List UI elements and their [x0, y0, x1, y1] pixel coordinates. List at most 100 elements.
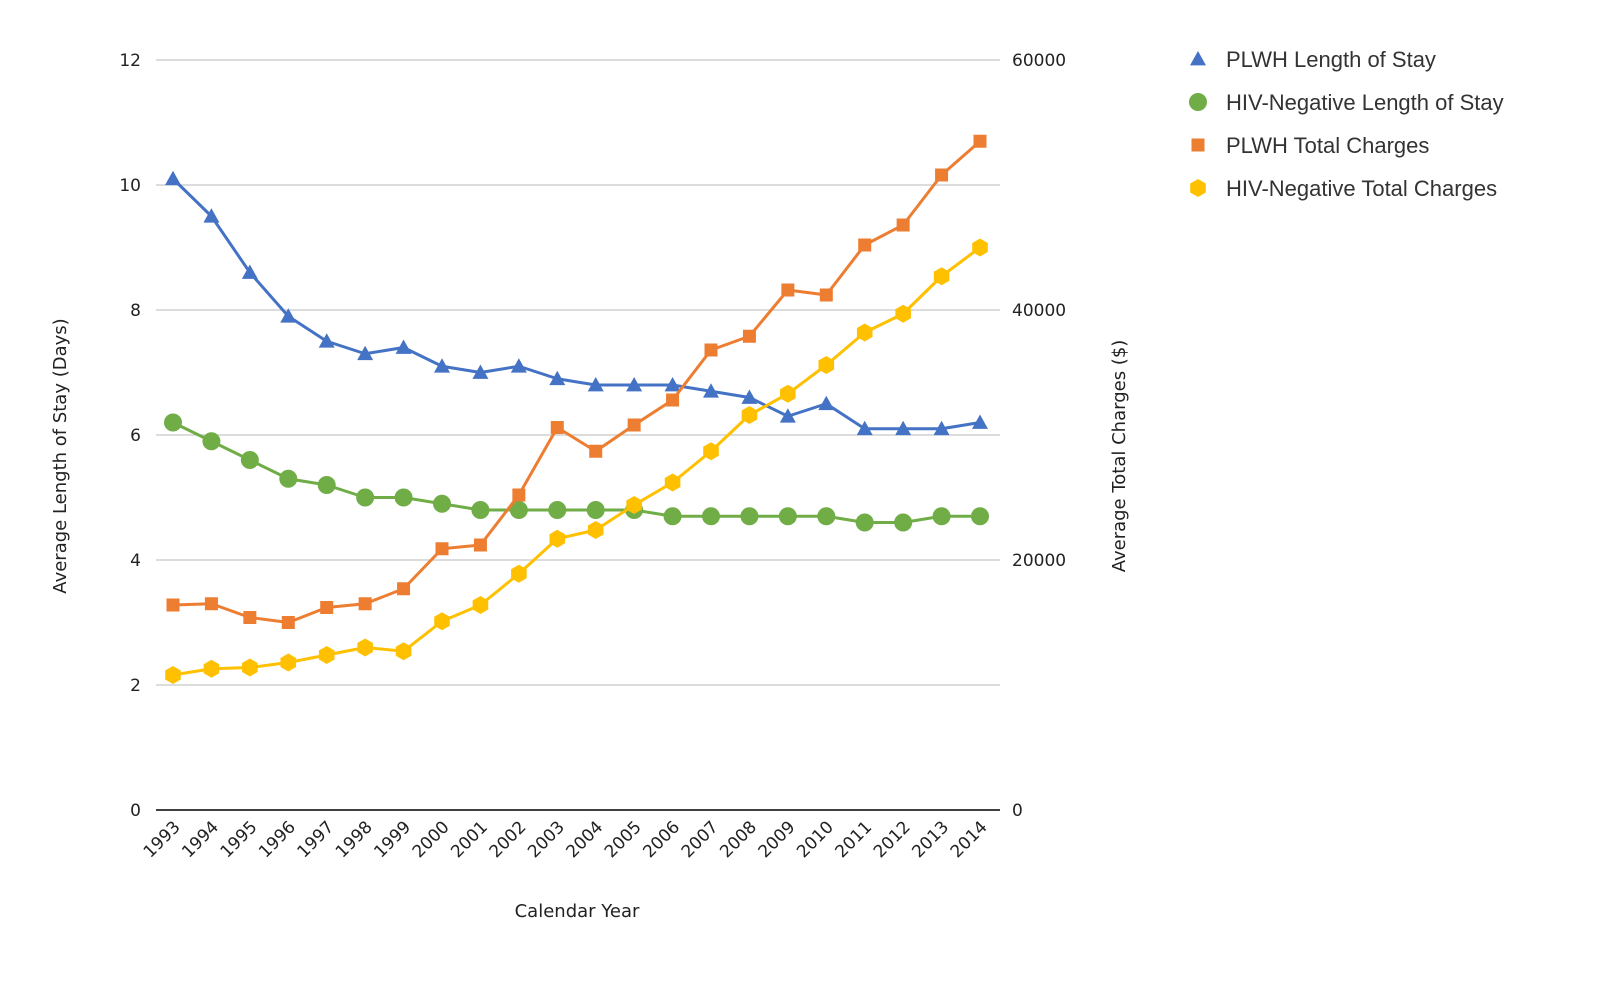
left-y-tick-label: 10	[119, 176, 141, 196]
x-axis-ticks: 1993199419951996199719981999200020012002…	[140, 817, 992, 862]
series-plwh-length-of-stay	[165, 170, 988, 436]
data-point-marker	[856, 323, 873, 342]
data-point-marker	[358, 597, 372, 611]
x-tick-label: 1999	[370, 817, 415, 862]
x-tick-label: 2004	[563, 817, 608, 862]
data-point-marker	[935, 168, 949, 182]
data-point-marker	[164, 413, 182, 432]
data-point-marker	[548, 501, 567, 519]
data-point-marker	[972, 238, 988, 257]
data-point-marker	[280, 308, 297, 323]
data-point-marker	[435, 542, 449, 556]
data-point-marker	[819, 288, 833, 302]
data-point-marker	[895, 304, 911, 323]
data-point-marker	[703, 383, 719, 398]
left-y-axis-title: Average Length of Stay (Days)	[50, 318, 71, 593]
data-point-marker	[357, 638, 373, 657]
x-tick-label: 2010	[793, 817, 838, 862]
legend-marker	[1189, 93, 1207, 111]
x-tick-label: 1993	[140, 817, 185, 862]
data-point-marker	[357, 345, 374, 361]
data-point-marker	[741, 406, 758, 424]
data-point-marker	[509, 501, 528, 519]
data-point-marker	[395, 642, 412, 661]
left-y-tick-label: 6	[130, 426, 141, 446]
x-tick-label: 2000	[409, 817, 454, 862]
legend-marker	[1190, 51, 1206, 66]
data-point-marker	[626, 496, 642, 514]
left-y-tick-label: 0	[130, 801, 141, 821]
series-line	[172, 246, 981, 677]
x-tick-label: 2006	[639, 817, 684, 862]
data-point-marker	[856, 420, 873, 436]
data-point-marker	[511, 564, 527, 583]
series-line	[172, 421, 980, 524]
data-point-marker	[166, 598, 180, 612]
legend-label: HIV-Negative Total Charges	[1226, 176, 1497, 201]
data-point-marker	[472, 364, 489, 379]
data-point-marker	[471, 501, 490, 519]
data-point-marker	[627, 418, 641, 432]
x-tick-label: 2001	[447, 817, 492, 862]
data-point-marker	[473, 538, 487, 552]
data-point-marker	[972, 414, 988, 429]
data-point-marker	[781, 283, 795, 297]
data-point-marker	[433, 494, 451, 513]
data-point-marker	[742, 329, 756, 343]
x-axis-title: Calendar Year	[515, 901, 640, 922]
data-point-marker	[779, 408, 796, 423]
series-hiv-negative-length-of-stay	[164, 413, 989, 532]
right-y-axis-title: Average Total Charges ($)	[1109, 340, 1130, 573]
legend-label: PLWH Length of Stay	[1226, 47, 1436, 72]
x-tick-label: 2009	[755, 817, 800, 862]
data-point-marker	[818, 395, 835, 411]
data-point-marker	[165, 170, 181, 186]
data-point-marker	[664, 473, 681, 492]
left-y-tick-label: 2	[130, 676, 141, 696]
data-point-marker	[512, 488, 526, 502]
data-point-marker	[165, 666, 181, 684]
legend-label: PLWH Total Charges	[1226, 133, 1429, 158]
data-point-marker	[971, 507, 989, 526]
series-line	[172, 140, 981, 624]
right-y-tick-label: 0	[1012, 801, 1023, 821]
series-line	[171, 177, 981, 431]
data-point-marker	[280, 653, 297, 672]
legend-item: HIV-Negative Total Charges	[1190, 176, 1497, 201]
x-tick-label: 1994	[178, 817, 223, 862]
data-point-marker	[320, 601, 334, 614]
legend-item: PLWH Length of Stay	[1190, 47, 1436, 72]
data-point-marker	[817, 507, 836, 526]
data-point-marker	[778, 507, 797, 526]
series-hiv-negative-total-charges	[165, 238, 988, 684]
data-point-marker	[240, 451, 259, 469]
legend-marker	[1190, 179, 1206, 197]
right-y-tick-label: 20000	[1012, 551, 1066, 571]
data-point-marker	[356, 488, 375, 507]
data-point-marker	[472, 596, 489, 614]
data-point-marker	[855, 513, 874, 532]
data-point-marker	[894, 513, 913, 532]
x-tick-label: 2013	[908, 817, 953, 862]
left-y-tick-label: 4	[130, 551, 141, 571]
legend: PLWH Length of Stay HIV-Negative Length o…	[1189, 47, 1504, 201]
data-point-marker	[933, 267, 950, 286]
data-point-marker	[434, 358, 450, 373]
x-tick-label: 1997	[294, 817, 339, 862]
legend-label: HIV-Negative Length of Stay	[1226, 90, 1504, 115]
data-point-marker	[318, 646, 335, 664]
data-point-marker	[933, 420, 950, 436]
x-tick-label: 2002	[486, 817, 531, 862]
right-y-tick-label: 40000	[1012, 301, 1066, 321]
x-tick-label: 1996	[255, 817, 300, 862]
data-point-marker	[663, 507, 682, 526]
x-tick-label: 2011	[832, 817, 877, 862]
x-tick-label: 1998	[332, 817, 377, 862]
data-point-marker	[587, 377, 604, 392]
data-point-marker	[549, 529, 566, 548]
data-point-marker	[394, 488, 413, 507]
data-point-marker	[202, 432, 221, 451]
left-y-tick-label: 8	[130, 301, 141, 321]
